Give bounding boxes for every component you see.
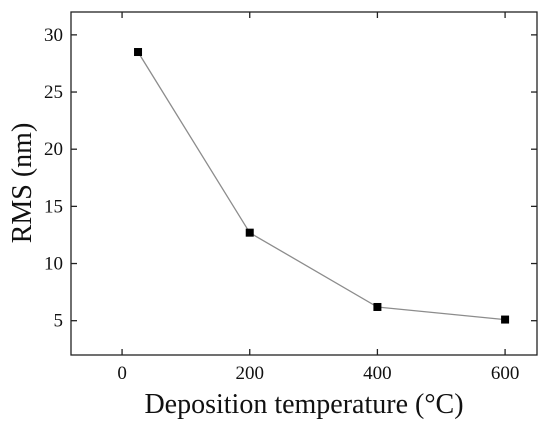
y-axis-ticks: 5 10 15 20 25 30: [44, 25, 537, 332]
x-tick-label: 600: [491, 363, 520, 384]
y-tick-label: 20: [44, 139, 63, 160]
data-point-marker: [373, 302, 382, 311]
plot-frame: [70, 11, 538, 356]
x-tick-label: 400: [363, 363, 392, 384]
series-layer: [134, 48, 510, 324]
data-point-marker: [501, 315, 510, 324]
data-point-marker: [245, 228, 254, 237]
x-axis-ticks: 0 200 400 600: [117, 12, 519, 384]
y-tick-label: 5: [54, 311, 64, 332]
y-axis-title: RMS (nm): [7, 123, 38, 244]
y-tick-label: 10: [44, 254, 63, 275]
y-tick-label: 25: [44, 82, 63, 103]
series-line: [137, 51, 506, 321]
data-point-marker: [134, 48, 143, 57]
x-axis-title: Deposition temperature (°C): [144, 389, 463, 420]
y-tick-label: 30: [44, 25, 63, 46]
x-tick-label: 200: [235, 363, 264, 384]
x-tick-label: 0: [117, 363, 127, 384]
y-tick-label: 15: [44, 196, 63, 217]
